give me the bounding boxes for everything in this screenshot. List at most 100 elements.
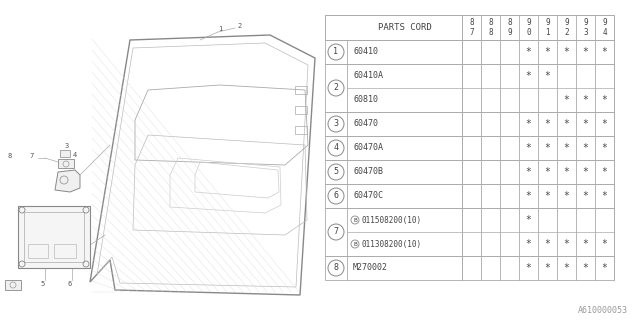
Text: 6: 6	[333, 191, 339, 201]
Text: 011508200(10): 011508200(10)	[362, 215, 422, 225]
Text: 60470A: 60470A	[353, 143, 383, 153]
Text: *: *	[564, 95, 570, 105]
Text: M270002: M270002	[353, 263, 388, 273]
Text: 4: 4	[602, 28, 607, 37]
Text: *: *	[564, 143, 570, 153]
Text: *: *	[525, 167, 531, 177]
Text: *: *	[525, 47, 531, 57]
Text: *: *	[582, 239, 588, 249]
Text: 7: 7	[333, 228, 339, 236]
Text: 2: 2	[333, 84, 339, 92]
Text: *: *	[564, 47, 570, 57]
Text: 1: 1	[333, 47, 339, 57]
Text: 6: 6	[68, 281, 72, 287]
Bar	[295, 106, 307, 114]
Bar	[54, 244, 76, 258]
Text: *: *	[545, 143, 550, 153]
Text: *: *	[582, 143, 588, 153]
Text: *: *	[525, 119, 531, 129]
Text: B: B	[353, 242, 357, 246]
Text: 60470B: 60470B	[353, 167, 383, 177]
Text: 1: 1	[218, 26, 222, 32]
Bar	[325, 40, 614, 64]
Text: *: *	[545, 47, 550, 57]
Bar	[5, 280, 21, 290]
Text: 7: 7	[29, 153, 33, 159]
Text: 011308200(10): 011308200(10)	[362, 239, 422, 249]
Text: *: *	[582, 167, 588, 177]
Text: 4: 4	[333, 143, 339, 153]
Text: 4: 4	[73, 152, 77, 158]
Text: *: *	[545, 71, 550, 81]
Text: *: *	[582, 191, 588, 201]
Text: *: *	[525, 263, 531, 273]
Text: A610000053: A610000053	[578, 306, 628, 315]
Text: *: *	[564, 263, 570, 273]
Bar	[58, 159, 74, 168]
Text: 60410A: 60410A	[353, 71, 383, 81]
Bar	[325, 64, 614, 112]
Text: *: *	[602, 95, 607, 105]
Text: *: *	[582, 119, 588, 129]
Bar	[325, 112, 614, 136]
Text: *: *	[602, 191, 607, 201]
Text: 0: 0	[526, 28, 531, 37]
Text: *: *	[582, 95, 588, 105]
Text: PARTS CORD: PARTS CORD	[378, 23, 431, 32]
Bar	[295, 86, 307, 94]
Text: 60410: 60410	[353, 47, 378, 57]
Text: *: *	[602, 167, 607, 177]
Text: 8: 8	[488, 18, 493, 27]
Text: 8: 8	[469, 18, 474, 27]
Text: *: *	[602, 119, 607, 129]
Text: 9: 9	[507, 28, 512, 37]
Text: 2: 2	[237, 23, 241, 29]
Text: *: *	[525, 215, 531, 225]
Text: *: *	[525, 191, 531, 201]
Text: *: *	[545, 239, 550, 249]
Text: *: *	[564, 239, 570, 249]
Text: 5: 5	[333, 167, 339, 177]
Text: *: *	[602, 263, 607, 273]
Bar	[28, 244, 48, 258]
Bar	[295, 126, 307, 134]
Text: 1: 1	[545, 28, 550, 37]
Bar	[18, 206, 90, 268]
Text: *: *	[564, 119, 570, 129]
Text: *: *	[564, 167, 570, 177]
Text: *: *	[582, 47, 588, 57]
Text: 9: 9	[602, 18, 607, 27]
Text: 9: 9	[526, 18, 531, 27]
Text: 3: 3	[333, 119, 339, 129]
Bar	[24, 212, 84, 262]
Text: 9: 9	[583, 18, 588, 27]
Text: *: *	[564, 191, 570, 201]
Text: *: *	[525, 71, 531, 81]
Text: 7: 7	[469, 28, 474, 37]
Bar	[325, 184, 614, 208]
Text: 2: 2	[564, 28, 569, 37]
Text: 9: 9	[545, 18, 550, 27]
Text: *: *	[545, 263, 550, 273]
Text: *: *	[545, 167, 550, 177]
Text: *: *	[545, 119, 550, 129]
Text: *: *	[582, 263, 588, 273]
Text: *: *	[525, 239, 531, 249]
Text: 3: 3	[65, 143, 69, 149]
Polygon shape	[55, 170, 80, 192]
Bar	[60, 150, 70, 157]
Text: 60470: 60470	[353, 119, 378, 129]
Text: 3: 3	[583, 28, 588, 37]
Text: *: *	[602, 239, 607, 249]
Text: 9: 9	[564, 18, 569, 27]
Text: *: *	[525, 143, 531, 153]
Bar	[325, 15, 614, 40]
Text: 60810: 60810	[353, 95, 378, 105]
Bar	[325, 256, 614, 280]
Text: *: *	[545, 191, 550, 201]
Text: 8: 8	[488, 28, 493, 37]
Bar	[325, 208, 614, 256]
Text: *: *	[602, 143, 607, 153]
Text: 60470C: 60470C	[353, 191, 383, 201]
Text: 8: 8	[8, 153, 12, 159]
